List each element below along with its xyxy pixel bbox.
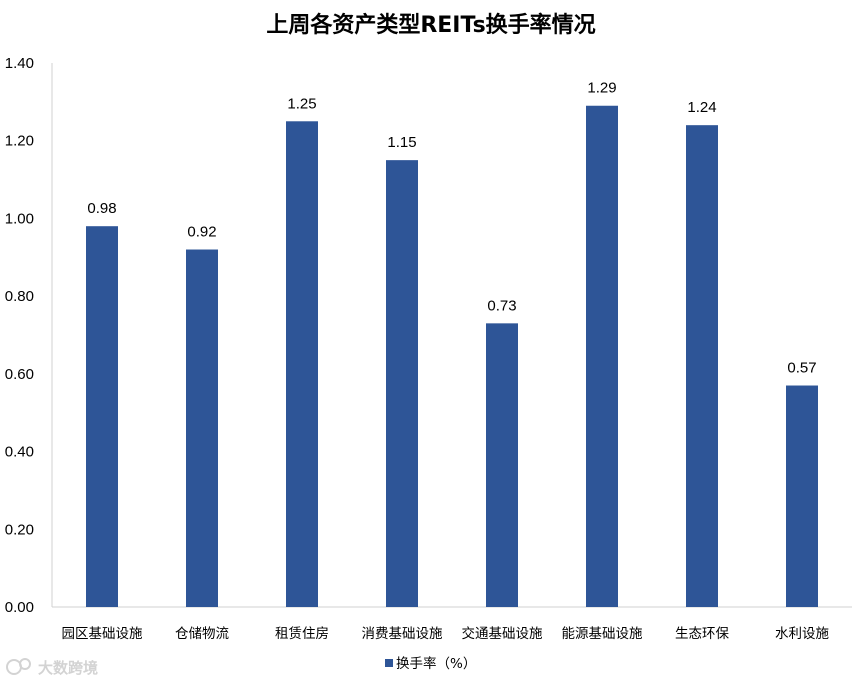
y-tick-label: 0.20: [5, 521, 34, 538]
y-tick-label: 0.60: [5, 366, 34, 383]
data-labels: 0.98 0.92 1.25 1.15 0.73 1.29 1.24 0.57: [87, 80, 816, 377]
y-tick-label: 0.80: [5, 288, 34, 305]
x-tick-label: 交通基础设施: [462, 625, 543, 642]
x-tick-label: 水利设施: [775, 626, 829, 642]
data-label: 1.25: [287, 95, 316, 112]
bar: [186, 249, 218, 607]
data-label: 0.92: [187, 224, 216, 241]
legend-label: 换手率（%）: [396, 655, 476, 672]
y-tick-label: 1.00: [5, 210, 34, 227]
bar: [586, 105, 618, 607]
data-label: 0.73: [487, 297, 516, 314]
y-tick-label: 0.40: [5, 444, 34, 461]
bar: [86, 226, 118, 607]
data-label: 0.98: [87, 200, 116, 217]
x-tick-label: 能源基础设施: [562, 625, 643, 642]
data-label: 1.24: [687, 99, 716, 116]
chart-title: 上周各资产类型REITs换手率情况: [266, 12, 595, 38]
watermark-text: 大数跨境: [38, 659, 98, 677]
x-tick-label: 园区基础设施: [62, 625, 143, 642]
x-tick-label: 仓储物流: [175, 626, 229, 642]
category-labels: 园区基础设施 仓储物流 租赁住房 消费基础设施 交通基础设施 能源基础设施 生态环保 水利设施: [62, 625, 830, 642]
bar: [686, 125, 718, 608]
data-label: 1.29: [587, 80, 616, 97]
y-tick-labels: 0.00 0.20 0.40 0.60 0.80 1.00 1.20 1.40: [5, 55, 34, 616]
legend: 换手率（%）: [385, 655, 476, 672]
y-tick-label: 0.00: [5, 599, 34, 616]
bar: [786, 385, 818, 607]
data-label: 0.57: [787, 360, 816, 377]
watermark: 大数跨境: [6, 658, 98, 677]
x-tick-label: 消费基础设施: [362, 625, 443, 642]
bars: [86, 105, 818, 608]
x-tick-label: 生态环保: [675, 626, 729, 642]
bar: [486, 323, 518, 607]
y-tick-label: 1.20: [5, 133, 34, 150]
x-tick-label: 租赁住房: [275, 626, 329, 642]
y-tick-label: 1.40: [5, 55, 34, 72]
legend-swatch: [385, 659, 393, 667]
bar: [386, 160, 418, 607]
bar: [286, 121, 318, 608]
data-label: 1.15: [387, 134, 416, 151]
watermark-logo-icon: [6, 658, 31, 675]
